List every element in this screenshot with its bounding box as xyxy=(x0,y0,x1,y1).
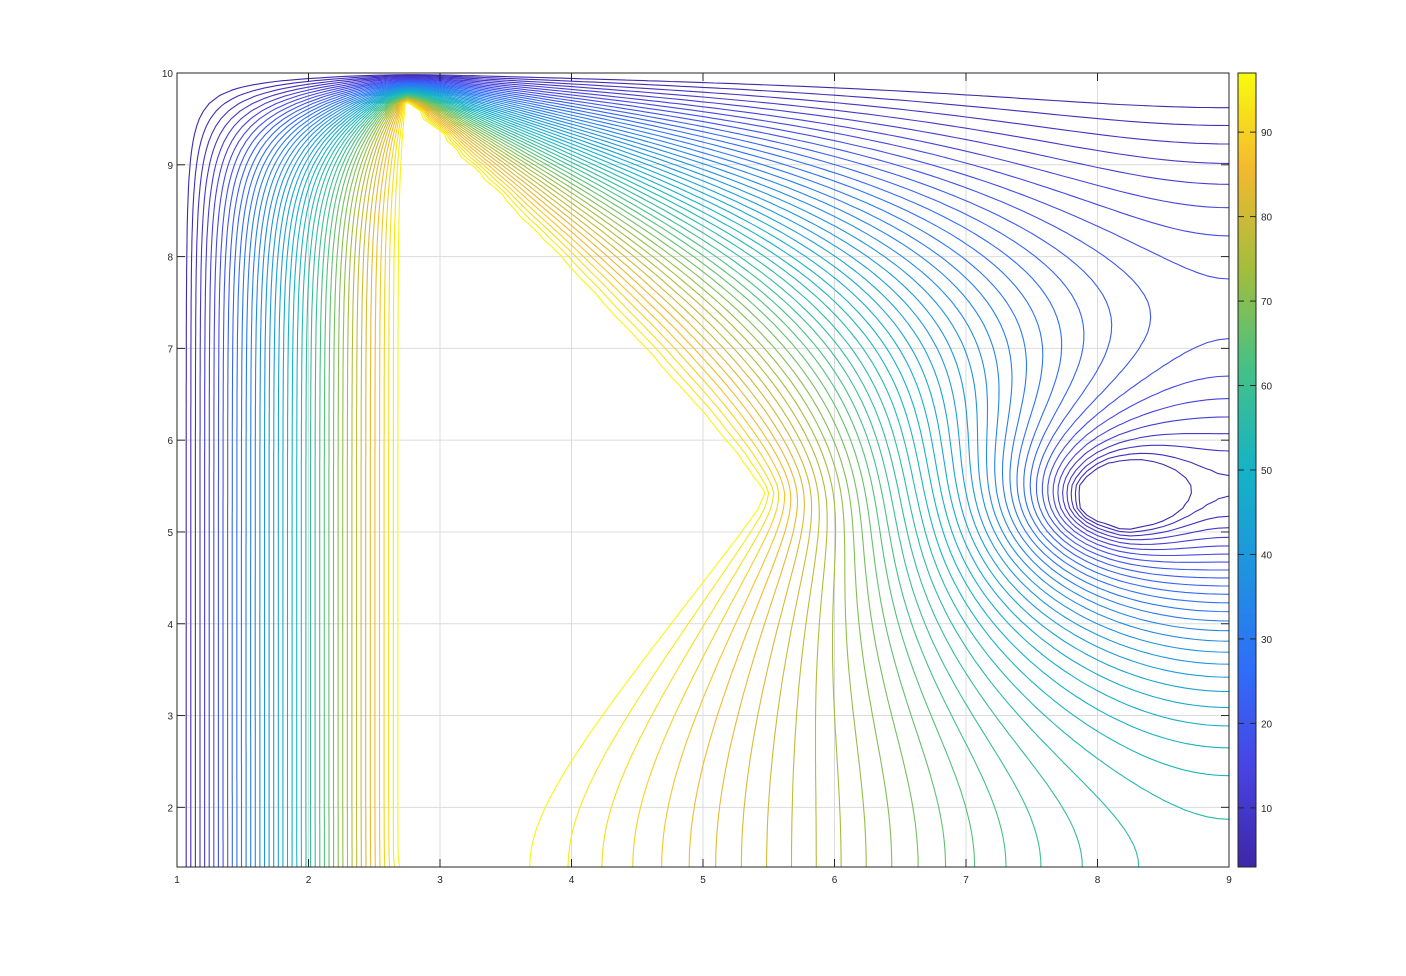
x-tick-label: 8 xyxy=(1095,875,1101,886)
colorbar-tick-label: 80 xyxy=(1261,213,1273,224)
contour-level-22 xyxy=(227,81,1229,867)
x-tick-label: 4 xyxy=(569,875,575,886)
contour-level-16 xyxy=(213,79,1229,867)
colorbar-tick-label: 50 xyxy=(1261,466,1273,477)
contour-level-84 xyxy=(369,99,799,867)
contour-level-34 xyxy=(254,85,1229,867)
contour-level-60 xyxy=(314,94,1042,867)
contour-level-42 xyxy=(273,88,1229,867)
contour-level-62 xyxy=(319,95,1007,867)
contour-level-50 xyxy=(291,91,1229,867)
contour-level-30 xyxy=(245,84,1229,867)
contour-level-18 xyxy=(217,79,1229,867)
x-tick-label: 6 xyxy=(832,875,838,886)
contour-level-92 xyxy=(388,101,775,867)
x-tick-label: 5 xyxy=(700,875,706,886)
contour-level-52 xyxy=(296,91,1229,867)
contour-level-40 xyxy=(268,88,1229,867)
contour-level-36 xyxy=(259,86,1229,867)
contour-level-70 xyxy=(337,96,893,867)
contour-level-8 xyxy=(194,75,1229,867)
contour-level-82 xyxy=(365,99,805,867)
contour-level-24 xyxy=(231,82,1229,867)
y-tick-label: 6 xyxy=(167,436,173,447)
y-tick-label: 2 xyxy=(167,803,173,814)
x-tick-label: 3 xyxy=(437,875,443,886)
contour-level-58 xyxy=(309,93,1083,867)
contour-level-46 xyxy=(282,90,1229,867)
contour-level-90 xyxy=(383,100,780,867)
contour-level-80 xyxy=(360,98,813,867)
contour-level-94 xyxy=(392,101,770,867)
colorbar-tick-label: 10 xyxy=(1261,804,1273,815)
y-tick-label: 4 xyxy=(167,620,173,631)
grid-lines xyxy=(176,72,1230,867)
contour-level-44 xyxy=(277,89,1229,867)
y-tick-label: 3 xyxy=(167,712,173,723)
contour-level-56 xyxy=(305,93,1140,867)
contour-level-66 xyxy=(328,95,947,867)
contour-level-26 xyxy=(236,82,1229,867)
contour-level-12 xyxy=(204,77,1229,867)
contour-level-6 xyxy=(190,74,1229,867)
contour-level-88 xyxy=(378,100,786,867)
contour-level-4 xyxy=(185,74,1229,867)
contour-level-72 xyxy=(342,97,867,867)
colorbar-tick-label: 60 xyxy=(1261,382,1273,393)
contour-level-78 xyxy=(355,98,820,867)
contour-level-76 xyxy=(351,98,828,867)
y-tick-label: 8 xyxy=(167,253,173,264)
colorbar: 10 20 30 40 50 60 70 80 90 xyxy=(1237,72,1273,868)
x-tick-label: 9 xyxy=(1226,875,1232,886)
x-tick-label: 1 xyxy=(174,875,180,886)
contour-level-96 xyxy=(397,102,766,867)
contour-level-64 xyxy=(323,95,976,867)
contour-level-74 xyxy=(346,97,842,867)
y-tick-label: 10 xyxy=(162,69,174,80)
y-tick-label: 5 xyxy=(167,528,173,539)
colorbar-tick-label: 30 xyxy=(1261,635,1273,646)
contour-level-20 xyxy=(222,80,1229,867)
contour-level-32 xyxy=(250,85,1229,867)
axis-ticks: 1 2 3 4 5 6 7 8 9 2 3 4 5 6 7 8 9 10 xyxy=(162,69,1232,886)
colorbar-tick-label: 90 xyxy=(1261,128,1273,139)
contour-level-54 xyxy=(300,92,1229,867)
contour-level-86 xyxy=(374,100,792,867)
y-tick-label: 7 xyxy=(167,344,173,355)
contour-level-14 xyxy=(208,78,1229,867)
contour-level-28 xyxy=(240,83,1229,867)
contour-level-48 xyxy=(286,90,1229,867)
colorbar-tick-label: 20 xyxy=(1261,719,1273,730)
contour-level-38 xyxy=(263,87,1229,867)
y-tick-label: 9 xyxy=(167,161,173,172)
contour-level-10 xyxy=(199,76,1229,867)
contour-lines xyxy=(185,74,1229,867)
colorbar-ticks: 10 20 30 40 50 60 70 80 90 xyxy=(1238,128,1273,815)
x-tick-label: 7 xyxy=(963,875,969,886)
colorbar-tick-label: 40 xyxy=(1261,550,1273,561)
x-tick-label: 2 xyxy=(306,875,312,886)
colorbar-tick-label: 70 xyxy=(1261,297,1273,308)
contour-level-68 xyxy=(332,96,919,867)
